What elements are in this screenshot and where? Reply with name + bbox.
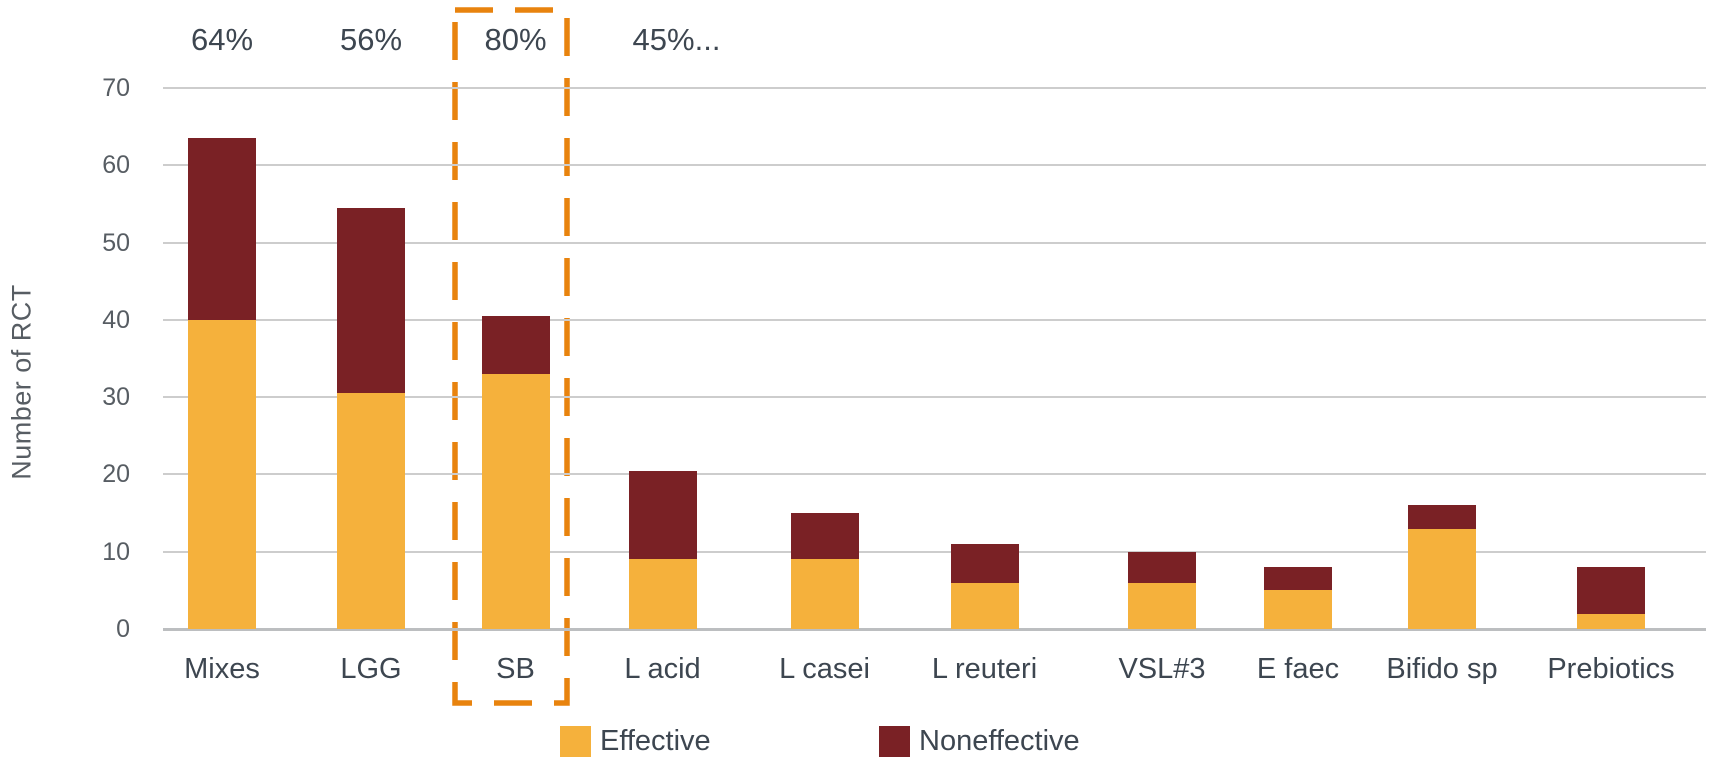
y-tick-label-30: 30 (102, 383, 130, 412)
percent-annotation-l-acid: 45%... (632, 22, 721, 57)
x-axis-line (163, 627, 1706, 631)
x-category-label-vsl-3: VSL#3 (1118, 653, 1206, 685)
bar-effective-sb (481, 373, 550, 629)
effective-swatch-icon (560, 725, 591, 757)
x-category-label-e-faec: E faec (1256, 653, 1340, 685)
gridline-60 (163, 164, 1706, 167)
bar-noneffective-l-acid (628, 470, 697, 560)
bar-noneffective-bifido-sp (1408, 505, 1476, 529)
gridline-70 (163, 87, 1706, 89)
bar-effective-l-reuteri (950, 582, 1019, 629)
x-category-label-l-acid: L acid (624, 653, 701, 685)
x-category-label-prebiotics: Prebiotics (1547, 653, 1675, 685)
y-tick-label-40: 40 (102, 305, 130, 334)
percent-annotation-sb: 80% (484, 22, 547, 57)
bar-effective-lgg (337, 393, 405, 629)
gridline-30 (163, 396, 1706, 399)
legend-item-noneffective: Noneffective (879, 724, 1080, 758)
x-category-label-bifido-sp: Bifido sp (1386, 653, 1498, 685)
percent-annotation-mixes: 64% (190, 22, 254, 57)
bar-effective-l-acid (628, 559, 697, 629)
y-axis-title: Number of RCT (6, 284, 37, 480)
x-category-label-mixes: Mixes (184, 653, 260, 685)
bar-noneffective-mixes (188, 138, 256, 320)
x-category-label-l-reuteri: L reuteri (931, 653, 1038, 685)
gridline-40 (163, 318, 1706, 321)
legend-label-effective: Effective (600, 725, 711, 757)
percent-annotation-lgg: 56% (339, 22, 403, 57)
y-tick-label-0: 0 (116, 615, 130, 643)
gridline-50 (163, 241, 1706, 244)
gridline-20 (163, 473, 1706, 476)
bar-effective-mixes (188, 319, 256, 629)
bar-noneffective-prebiotics (1577, 567, 1645, 614)
bar-noneffective-l-reuteri (950, 543, 1019, 583)
y-tick-label-10: 10 (102, 537, 130, 566)
bar-effective-e-faec (1264, 590, 1332, 629)
y-tick-label-50: 50 (102, 228, 130, 257)
bar-effective-prebiotics (1577, 613, 1645, 629)
legend-item-effective: Effective (560, 724, 711, 758)
gridline-10 (163, 550, 1706, 553)
bar-noneffective-e-faec (1264, 567, 1332, 591)
x-category-label-lgg: LGG (340, 653, 402, 685)
bar-noneffective-vsl-3 (1128, 551, 1196, 583)
legend-label-noneffective: Noneffective (919, 725, 1080, 757)
y-tick-label-60: 60 (102, 151, 130, 180)
bar-effective-vsl-3 (1128, 582, 1196, 629)
y-tick-label-20: 20 (102, 460, 130, 489)
bar-effective-bifido-sp (1408, 528, 1476, 629)
bar-noneffective-lgg (337, 207, 405, 394)
x-category-label-l-casei: L casei (779, 653, 870, 685)
y-tick-label-70: 70 (102, 74, 130, 102)
noneffective-swatch-icon (879, 725, 910, 757)
bar-effective-l-casei (790, 559, 859, 629)
x-category-label-sb: SB (496, 653, 535, 685)
bar-noneffective-l-casei (790, 513, 859, 560)
bar-noneffective-sb (481, 315, 550, 374)
